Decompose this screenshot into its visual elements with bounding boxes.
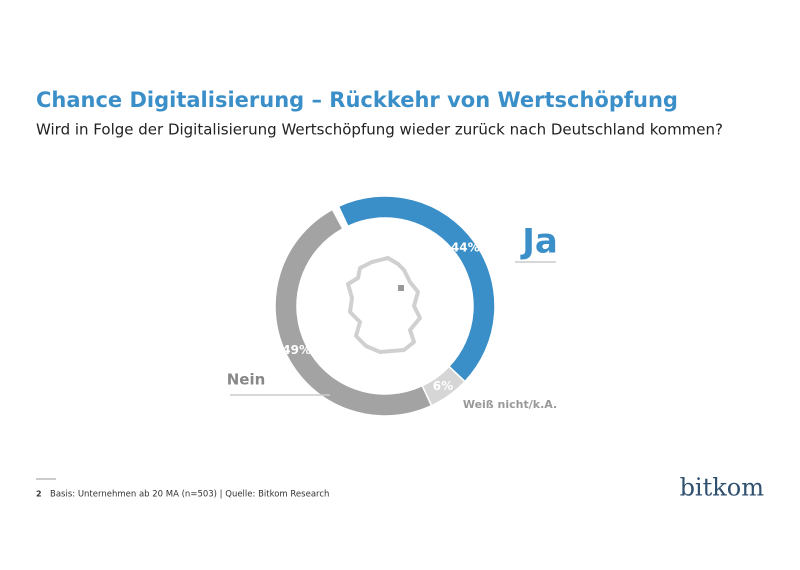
map-marker (398, 285, 404, 291)
footer-source: Basis: Unternehmen ab 20 MA (n=503) | Qu… (50, 490, 329, 500)
logo: bitkom (680, 474, 765, 502)
page-number: 2 (36, 490, 42, 499)
germany-map (346, 256, 422, 354)
category-label: Ja (520, 222, 558, 262)
donut-segment (274, 208, 433, 417)
value-label: 44% (451, 241, 480, 255)
category-label: Nein (227, 371, 266, 389)
value-label: 49% (282, 343, 311, 357)
category-label: Weiß nicht/k.A. (463, 398, 557, 411)
value-label: 6% (433, 379, 453, 393)
chart-title: Chance Digitalisierung – Rückkehr von We… (36, 88, 678, 112)
chart-subtitle: Wird in Folge der Digitalisierung Wertsc… (36, 121, 723, 139)
